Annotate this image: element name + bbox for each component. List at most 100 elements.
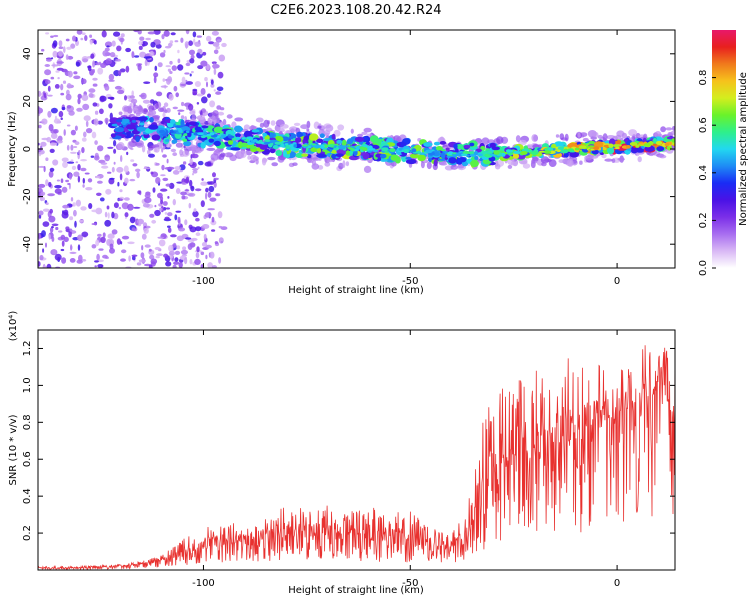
spectrogram-noise-cell	[212, 42, 220, 47]
spectrogram-core-cell	[235, 136, 241, 141]
spectrogram-halo-cell	[507, 164, 513, 169]
spectrogram-noise-cell	[102, 254, 108, 259]
spectrogram-noise-cell	[174, 40, 179, 43]
spectrogram-core-cell	[263, 141, 270, 145]
spectrogram-noise-cell	[204, 161, 212, 167]
spectrogram-core-cell	[508, 152, 514, 156]
spectrogram-noise-cell	[131, 254, 138, 257]
spectrogram-noise-cell	[154, 246, 161, 251]
snr-frame	[37, 329, 676, 571]
spectrogram-noise-cell	[80, 37, 84, 41]
spectrogram-core-cell	[505, 149, 514, 153]
spectrogram-noise-cell	[78, 150, 81, 156]
spectrogram-noise-cell	[151, 219, 157, 224]
spectrogram-noise-cell	[189, 58, 195, 64]
spectrogram-x-tick-label: -50	[402, 276, 418, 287]
spectrogram-noise-cell	[147, 149, 151, 155]
spectrogram-noise-cell	[150, 41, 156, 48]
spectrogram-noise-cell	[104, 154, 111, 162]
spectrogram-noise-cell	[154, 209, 161, 217]
spectrogram-ridge-cell	[295, 137, 302, 143]
spectrogram-core-cell	[462, 150, 470, 155]
spectrogram-noise-cell	[218, 237, 224, 244]
spectrogram-noise-cell	[216, 86, 224, 92]
spectrogram-ridge-cell	[616, 140, 621, 144]
spectrogram-core-cell	[543, 150, 552, 154]
spectrogram-core-cell	[197, 132, 205, 136]
spectrogram-noise-cell	[208, 181, 215, 185]
spectrogram-noise-cell	[185, 30, 190, 35]
spectrogram-noise-cell	[60, 234, 66, 240]
spectrogram-noise-cell	[175, 210, 182, 213]
spectrogram-halo-cell	[179, 149, 184, 156]
spectrogram-noise-cell	[120, 258, 126, 262]
spectrogram-core-cell	[203, 131, 208, 136]
spectrogram-halo-cell	[337, 124, 345, 131]
spectrogram-noise-cell	[84, 35, 88, 41]
spectrogram-noise-cell	[124, 212, 129, 218]
spectrogram-ridge-cell	[251, 129, 260, 133]
spectrogram-noise-cell	[100, 236, 106, 243]
snr-x-tick-label: -50	[402, 578, 418, 589]
spectrogram-ridge-cell	[448, 157, 457, 164]
spectrogram-noise-cell	[67, 70, 73, 78]
spectrogram-ridge-cell	[182, 138, 188, 142]
spectrogram-noise-cell	[213, 68, 217, 75]
spectrogram-noise-cell	[217, 111, 225, 116]
spectrogram-noise-cell	[185, 79, 188, 83]
spectrogram-core-cell	[241, 137, 246, 140]
spectrogram-core-cell	[612, 144, 620, 148]
spectrogram-core-cell	[557, 146, 564, 150]
spectrogram-ridge-cell	[605, 140, 610, 144]
spectrogram-halo-cell	[222, 118, 227, 126]
spectrogram-noise-cell	[210, 79, 214, 85]
spectrogram-noise-cell	[61, 106, 66, 111]
spectrogram-noise-cell	[121, 249, 127, 254]
spectrogram-noise-cell	[152, 187, 156, 193]
spectrogram-noise-cell	[44, 69, 52, 76]
spectrogram-noise-cell	[178, 227, 186, 232]
spectrogram-ridge-cell	[401, 154, 407, 163]
spectrogram-core-cell	[178, 128, 183, 133]
spectrogram-ridge-cell	[137, 116, 148, 122]
spectrogram-halo-cell	[548, 159, 557, 168]
spectrogram-noise-cell	[137, 218, 144, 225]
spectrogram-noise-cell	[129, 95, 135, 99]
spectrogram-noise-cell	[137, 190, 141, 195]
spectrogram-core-cell	[339, 146, 346, 150]
spectrogram-core-cell	[629, 142, 638, 146]
spectrogram-ridge-cell	[445, 147, 450, 151]
spectrogram-noise-cell	[51, 64, 59, 67]
spectrogram-noise-cell	[45, 202, 49, 206]
spectrogram-noise-cell	[162, 112, 166, 118]
spectrogram-noise-cell	[164, 167, 172, 170]
spectrogram-ridge-cell	[171, 139, 178, 144]
spectrogram-noise-cell	[153, 30, 161, 35]
spectrogram-ridge-cell	[335, 153, 344, 157]
spectrogram-halo-cell	[215, 113, 219, 118]
spectrogram-noise-cell	[161, 34, 165, 40]
spectrogram-noise-cell	[154, 65, 158, 72]
spectrogram-noise-cell	[174, 250, 181, 255]
spectrogram-noise-cell	[91, 244, 97, 249]
spectrogram-noise-cell	[184, 219, 188, 226]
spectrogram-noise-cell	[77, 234, 83, 242]
spectrogram-noise-cell	[121, 235, 130, 240]
spectrogram-noise-cell	[194, 41, 201, 47]
spectrogram-noise-cell	[113, 161, 116, 165]
spectrogram-halo-cell	[220, 152, 226, 158]
spectrogram-noise-cell	[68, 110, 75, 116]
spectrogram-ridge-cell	[272, 145, 279, 149]
spectrogram-noise-cell	[50, 133, 58, 139]
spectrogram-halo-cell	[324, 161, 331, 167]
spectrogram-core-cell	[432, 150, 441, 153]
spectrogram-ridge-cell	[213, 140, 221, 147]
spectrogram-noise-cell	[45, 179, 49, 187]
spectrogram-core-cell	[368, 145, 373, 149]
spectrogram-noise-cell	[144, 197, 152, 204]
spectrogram-ridge-cell	[225, 129, 234, 137]
spectrogram-noise-cell	[58, 46, 64, 49]
spectrogram-noise-cell	[209, 251, 215, 259]
spectrogram-core-cell	[313, 144, 321, 149]
spectrogram-core-cell	[547, 148, 553, 151]
